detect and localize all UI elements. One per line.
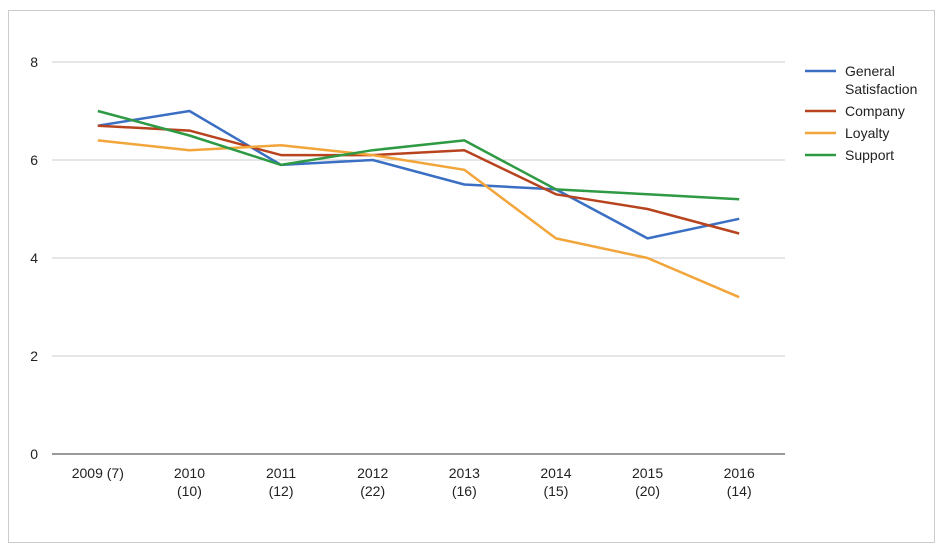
x-tick-label: 2009 (7): [71, 465, 124, 481]
x-tick-label: 2013 (16): [448, 465, 480, 499]
y-tick-label: 8: [30, 54, 38, 70]
legend-label: General Satisfaction: [845, 63, 918, 97]
x-tick-label: 2016 (14): [723, 465, 755, 499]
x-tick-label: 2011 (12): [266, 465, 297, 499]
data-line: [97, 124, 740, 235]
data-line: [97, 109, 740, 240]
y-tick-label: 4: [30, 250, 38, 266]
x-tick-label: 2015 (20): [631, 465, 664, 499]
y-tick-label: 0: [30, 446, 38, 462]
chart-frame: [8, 10, 935, 543]
data-line: [97, 109, 740, 201]
y-tick-label: 2: [30, 348, 38, 364]
y-tick-label: 6: [30, 152, 38, 168]
x-tick-label: 2014 (15): [540, 465, 572, 499]
legend-label: Support: [845, 147, 895, 163]
x-tick-label: 2012 (22): [357, 465, 389, 499]
legend-label: Company: [845, 103, 905, 119]
data-line: [97, 139, 740, 299]
legend-label: Loyalty: [845, 125, 890, 141]
x-tick-label: 2010 (10): [173, 465, 206, 499]
